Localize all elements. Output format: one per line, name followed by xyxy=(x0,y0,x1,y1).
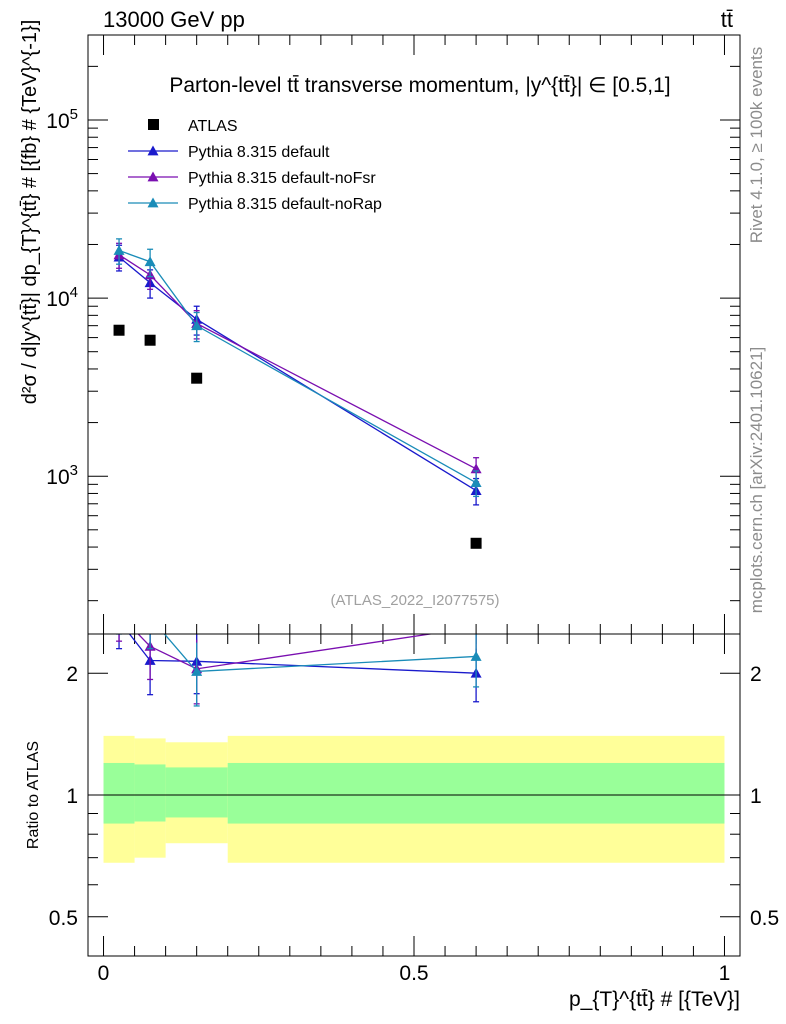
mcplots-source-label: mcplots.cern.ch [arXiv:2401.10621] xyxy=(747,347,766,613)
ratio-plot-frame xyxy=(87,633,741,957)
main-plot-title: Parton-level tt̄ transverse momentum, |y… xyxy=(169,74,670,97)
ratio-point-pythia-8-315-default-norap xyxy=(114,602,125,612)
ratio-y-tick-label-left: 0.5 xyxy=(49,907,78,930)
main-y-tick-label: 103 xyxy=(46,462,78,489)
series-line-pythia-8-315-default xyxy=(118,256,477,492)
ratio-plot-data xyxy=(114,602,482,707)
x-tick-label: 1 xyxy=(719,962,731,985)
main-plot-data xyxy=(113,238,482,549)
ratio-y-axis-label: Ratio to ATLAS xyxy=(25,741,42,849)
ratio-y-tick-label-right: 1 xyxy=(750,785,762,808)
ratio-point-pythia-8-315-default-norap xyxy=(470,650,482,661)
ratio-y-tick-label-right: 2 xyxy=(750,663,762,686)
header-process-label: tt̄ xyxy=(721,7,733,32)
data-point-atlas xyxy=(191,372,203,384)
ratio-y-tick-label-left: 1 xyxy=(66,785,78,808)
ratio-line-pythia-8-315-default-nofsr xyxy=(137,634,435,670)
data-point-pythia-8-315-default-norap xyxy=(113,244,125,255)
ratio-band-inner-0 xyxy=(103,762,135,824)
ratio-point-pythia-8-315-default-norap xyxy=(145,612,156,622)
ratio-band-inner-1 xyxy=(134,764,166,822)
ratio-y-tick-label-right: 0.5 xyxy=(750,907,779,930)
data-point-pythia-8-315-default-norap xyxy=(191,320,203,331)
main-y-tick-exponent: 3 xyxy=(70,462,78,479)
legend-label-atlas: ATLAS xyxy=(188,118,238,135)
ratio-point-pythia-8-315-default-norap xyxy=(191,665,203,676)
main-plot-frame xyxy=(87,34,741,635)
ratio-band-inner-2 xyxy=(165,767,228,818)
data-point-pythia-8-315-default-norap xyxy=(470,477,482,488)
main-y-tick-label: 104 xyxy=(46,284,78,311)
data-point-atlas xyxy=(470,537,482,549)
x-tick-label: 0 xyxy=(98,962,110,985)
main-y-tick-exponent: 4 xyxy=(70,284,78,301)
legend-marker-pythia-8-315-default xyxy=(147,145,159,156)
data-point-pythia-8-315-default-norap xyxy=(144,256,156,267)
rivet-version-label: Rivet 4.1.0, ≥ 100k events xyxy=(747,47,766,243)
ratio-band-inner-3 xyxy=(227,762,725,824)
x-tick-label: 0.5 xyxy=(399,962,428,985)
ratio-point-pythia-8-315-default xyxy=(114,615,125,625)
main-y-tick-base: 10 xyxy=(46,288,69,311)
header-energy-label: 13000 GeV pp xyxy=(103,7,245,32)
main-y-tick-exponent: 5 xyxy=(70,106,78,123)
data-point-atlas xyxy=(113,324,125,336)
main-y-tick-label: 105 xyxy=(46,106,78,133)
series-line-pythia-8-315-default-nofsr xyxy=(118,254,477,470)
legend-marker-atlas xyxy=(148,119,159,130)
main-y-axis-label: d²σ / d|y^{tt̄}| dp_{T}^{tt̄} # [{fb} # … xyxy=(19,20,41,405)
main-y-tick-base: 10 xyxy=(46,466,69,489)
legend-label-pythia-8-315-default-norap: Pythia 8.315 default-noRap xyxy=(188,196,382,213)
x-axis-label: p_{T}^{tt̄} # [{TeV}] xyxy=(569,988,740,1011)
ratio-line-pythia-8-315-default xyxy=(128,634,477,674)
legend-marker-pythia-8-315-default-nofsr xyxy=(147,171,159,182)
ratio-line-pythia-8-315-default-norap xyxy=(163,634,477,673)
legend-label-pythia-8-315-default: Pythia 8.315 default xyxy=(188,144,330,161)
analysis-watermark: (ATLAS_2022_I2077575) xyxy=(330,592,499,609)
legend-marker-pythia-8-315-default-norap xyxy=(147,197,159,208)
ratio-point-pythia-8-315-default-nofsr xyxy=(114,609,125,619)
ratio-uncertainty-bands xyxy=(103,735,725,863)
ratio-y-tick-label-left: 2 xyxy=(66,663,78,686)
series-line-pythia-8-315-default-norap xyxy=(118,249,477,484)
legend: ATLAS Pythia 8.315 default Pythia 8.315 de… xyxy=(128,118,382,213)
legend-label-pythia-8-315-default-nofsr: Pythia 8.315 default-noFsr xyxy=(188,170,376,187)
data-point-atlas xyxy=(144,334,156,346)
main-y-tick-base: 10 xyxy=(46,110,69,133)
